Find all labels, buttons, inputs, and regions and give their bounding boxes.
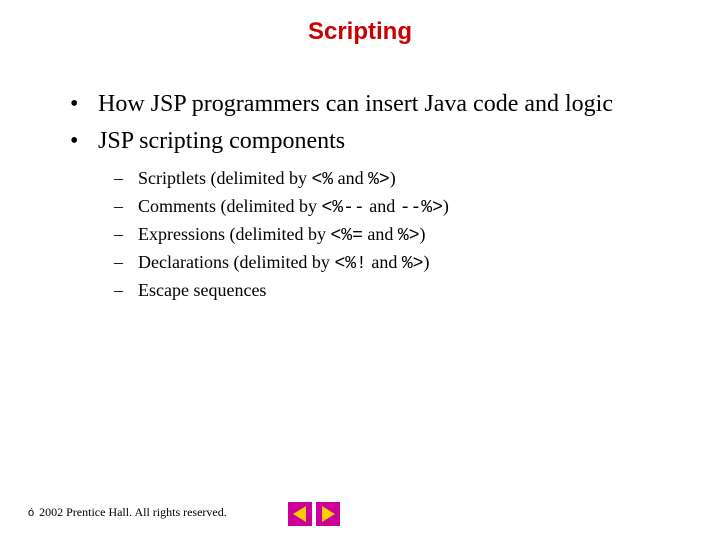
sub-marker: – [114,193,138,219]
sub-marker: – [114,277,138,303]
bullet-marker: • [70,127,98,156]
sub-text: Escape sequences [138,280,266,300]
sub-text: Scriptlets (delimited by <% and %>) [138,168,396,188]
sub-marker: – [114,221,138,247]
bullet-2: •JSP scripting components [70,127,690,156]
sub-text: Expressions (delimited by <%= and %>) [138,224,426,244]
sub-bullet: –Escape sequences [114,277,690,303]
slide-title: Scripting [0,18,720,46]
bullet-marker: • [70,90,98,119]
bullet-text: How JSP programmers can insert Java code… [98,90,658,119]
sub-text: Comments (delimited by <%-- and --%>) [138,196,449,216]
nav-buttons [288,502,342,526]
sub-marker: – [114,165,138,191]
slide: Scripting •How JSP programmers can inser… [0,0,720,540]
sub-bullet: –Scriptlets (delimited by <% and %>) [114,165,690,193]
bullet-text: JSP scripting components [98,127,658,156]
sub-marker: – [114,249,138,275]
sub-bullet: –Declarations (delimited by <%! and %>) [114,249,690,277]
nav-svg [288,502,342,526]
slide-body: •How JSP programmers can insert Java cod… [70,90,690,303]
sub-list: –Scriptlets (delimited by <% and %>) –Co… [114,165,690,303]
sub-text: Declarations (delimited by <%! and %>) [138,252,429,272]
sub-bullet: –Expressions (delimited by <%= and %>) [114,221,690,249]
bullet-1: •How JSP programmers can insert Java cod… [70,90,690,119]
copyright-footer: ó 2002 Prentice Hall. All rights reserve… [28,505,227,520]
copyright-symbol: ó [28,507,34,519]
sub-bullet: –Comments (delimited by <%-- and --%>) [114,193,690,221]
copyright-text: 2002 Prentice Hall. All rights reserved. [36,505,227,519]
